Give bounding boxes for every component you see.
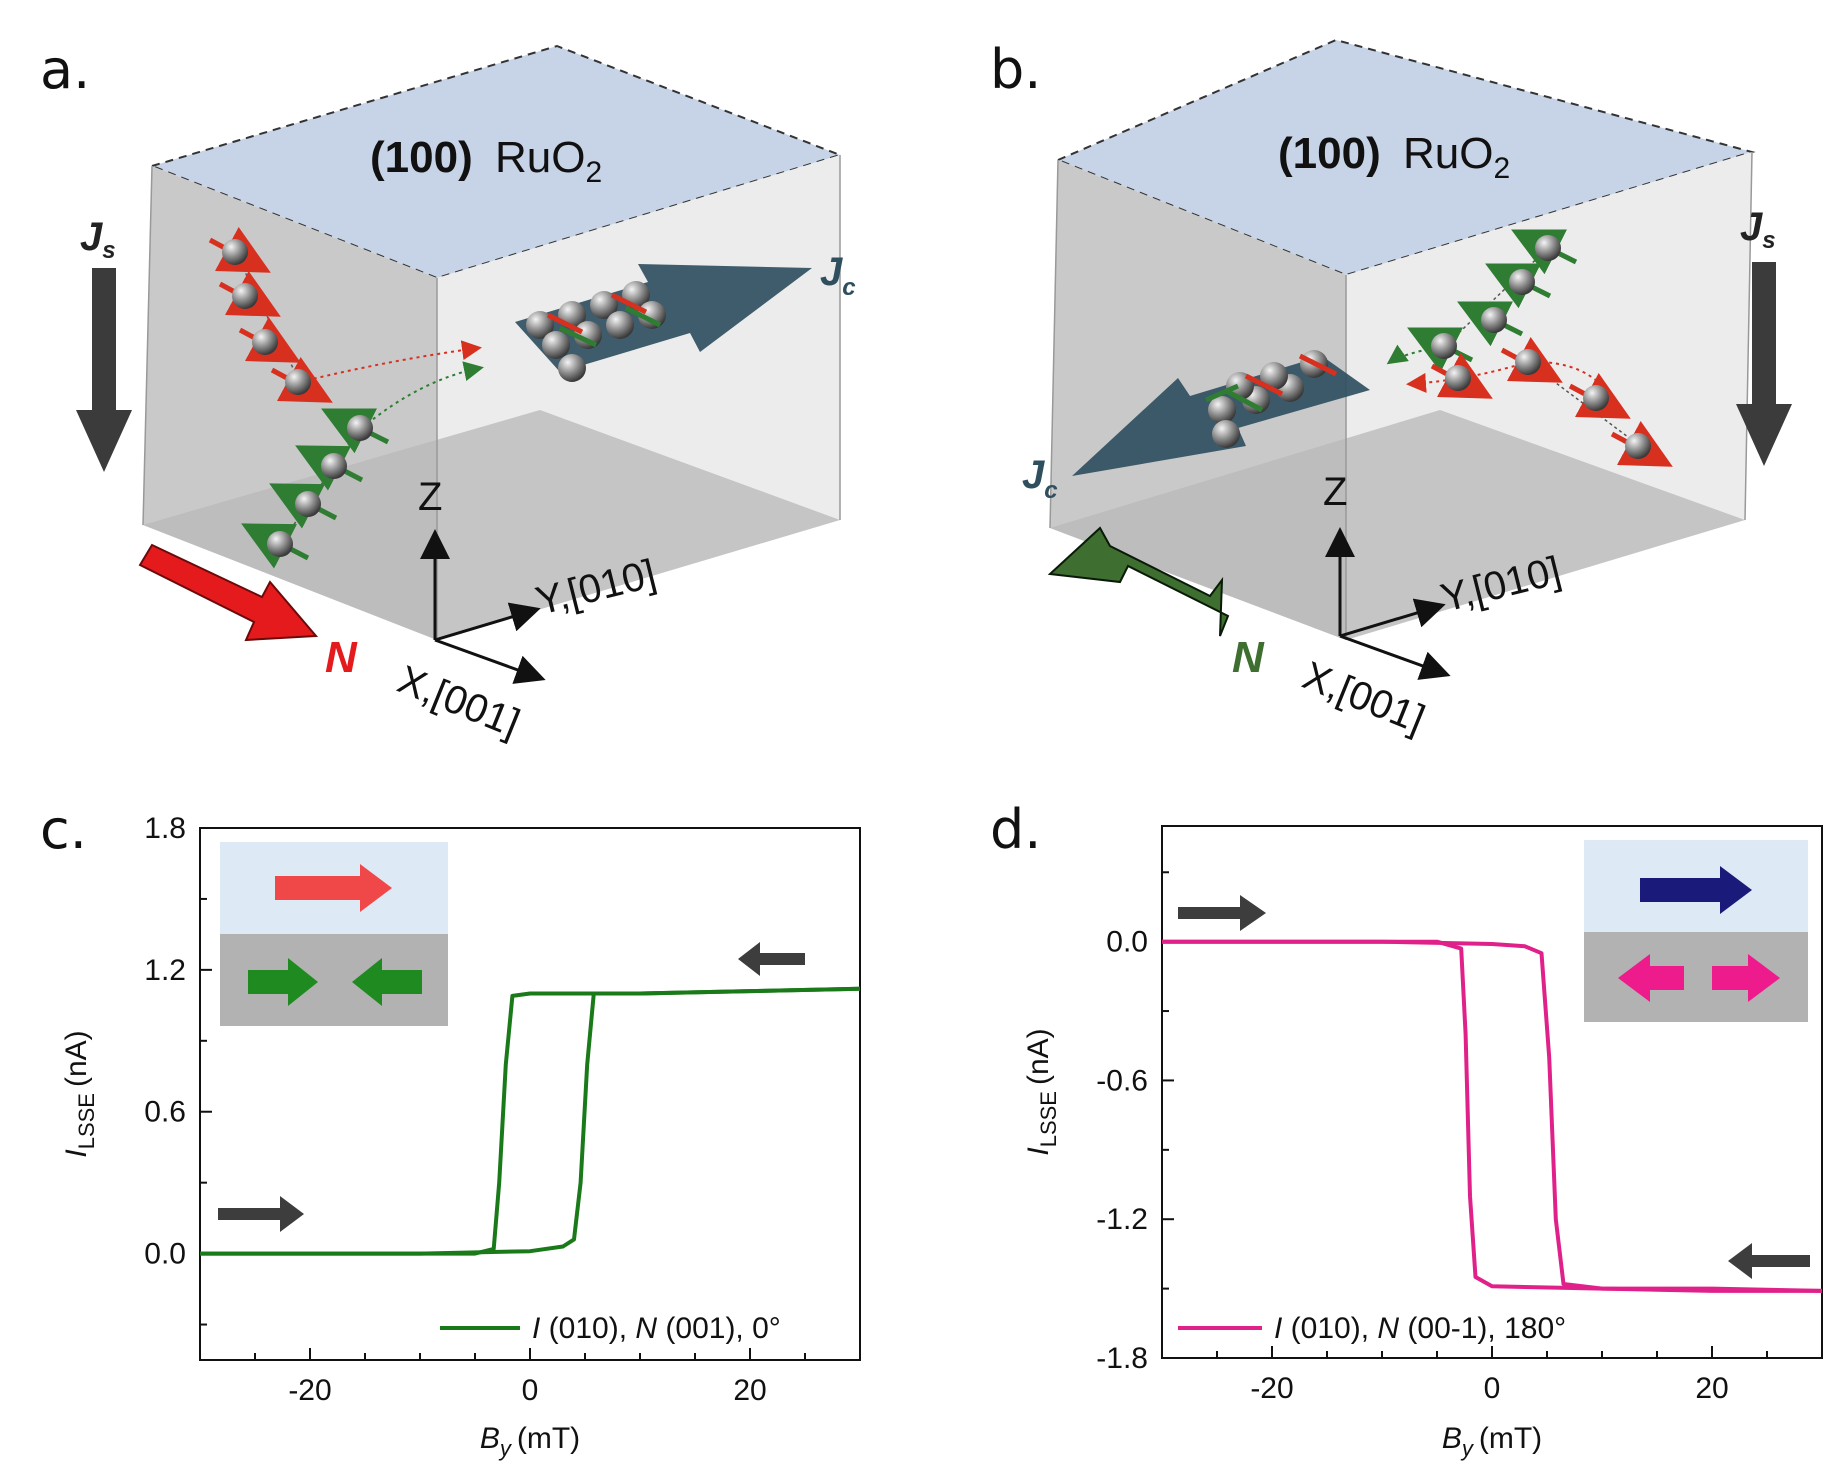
spin-ball [1511,229,1578,275]
inset-arrow-right [1712,954,1780,1002]
legend-text: I (010), N (00-1), 180° [1274,1312,1566,1345]
svg-text:(100) RuO2: (100) RuO2 [370,133,602,189]
sweep-arrow-right [1178,895,1266,931]
spin-ball [321,408,390,454]
panel-b-jc-label: Jc [1022,453,1058,504]
spin-ball [1500,337,1563,383]
spin-ball [1610,421,1673,467]
panel-a-red-spin-chain [208,227,482,403]
axis-x-label: X,[001] [392,658,526,746]
panel-c-axes: -20 0 20 0.0 0.6 1.2 1.8 [144,812,861,1407]
sweep-arrow-left [738,942,805,976]
spin-ball [218,271,281,317]
panel-a-green-spin-chain [241,361,484,569]
inset-arrow-left [1618,954,1684,1002]
panel-c-ylabel: ILSSE(nA) [60,1030,99,1157]
spin-ball [295,445,364,491]
spin-ball [1430,353,1493,399]
panel-c-letter: c. [40,798,87,861]
spin-ball [238,317,301,363]
panel-c-chart: c. -20 0 20 0.0 0.6 1.2 1.8 ILSSE(nA) By (mT) I… [40,798,861,1461]
spin-ball [241,523,310,569]
panel-a-film-label: (100) RuO2 [370,133,602,189]
svg-text:(100) RuO2: (100) RuO2 [1278,129,1510,185]
inset-arrow-right [275,864,392,912]
sweep-arrow-left [1728,1243,1810,1279]
panel-d-xlabel: By (mT) [1442,1422,1542,1461]
panel-b-n-arrow [1047,526,1230,637]
panel-b-js-arrow [1736,262,1792,466]
series-line [1162,939,1823,1293]
panel-d-data [1162,939,1823,1293]
y-tick-label: -1.8 [1096,1342,1148,1375]
inset-arrow-right [1640,866,1752,914]
spin-ball [1568,373,1631,419]
panel-d-legend: I (010), N (00-1), 180° [1178,1312,1566,1345]
panel-a-n-label: N [325,633,358,682]
y-tick-label: -0.6 [1096,1064,1148,1097]
panel-b-film-label: (100) RuO2 [1278,129,1510,185]
svg-text:X,[001]: X,[001] [1297,654,1431,742]
inset-arrow-right [248,958,318,1006]
svg-text:Z: Z [1323,470,1347,514]
sweep-arrow-right [218,1196,304,1232]
legend-text: I (010), N (001), 0° [532,1312,781,1345]
y-tick-label: 0.0 [1106,926,1148,959]
panel-d-letter: d. [990,798,1041,861]
x-tick-label: -20 [1250,1372,1293,1405]
film-label-sub: 2 [585,156,602,189]
y-tick-label: 0.0 [144,1238,186,1271]
panel-d-inset [1584,840,1808,1022]
panel-a-n-arrow [138,543,319,642]
panel-b-jc-spins [1204,350,1338,448]
y-tick-label: 0.6 [144,1096,186,1129]
panel-b-n-label: N [1232,633,1265,682]
film-label-bold: (100) [370,133,473,182]
panel-d-ylabel: ILSSE(nA) [1022,1028,1061,1155]
panel-a-bottom-face [143,410,840,640]
x-tick-label: 0 [1484,1372,1501,1405]
panel-b-js-label: Js [1740,205,1776,254]
panel-b-red-spin-chain [1406,337,1673,467]
series-line [200,986,861,1256]
panel-c-data [200,986,861,1256]
panel-d-axes: -20 0 20 0.0 -0.6 -1.2 -1.8 [1096,871,1823,1405]
axis-z-label: Z [418,475,442,519]
spin-ball [1457,301,1524,347]
panel-b-letter: b. [990,38,1041,101]
y-tick-label: 1.8 [144,812,186,845]
panel-b: b. (100) RuO2 Js Jc N Z Y,[010 [990,38,1792,742]
inset-arrow-left [352,958,422,1006]
panel-d-chart: d. -20 0 20 0.0 -0.6 -1.2 -1.8 ILSSE(nA) By (mT… [990,798,1823,1461]
x-tick-label: 0 [522,1374,539,1407]
spin-ball [270,357,333,403]
y-tick-label: -1.2 [1096,1203,1148,1236]
panel-a-letter: a. [40,38,90,101]
panel-c-xlabel: By (mT) [480,1422,580,1461]
film-label-text: RuO [495,133,585,182]
panel-c-inset [220,842,448,1026]
x-tick-label: 20 [1695,1372,1728,1405]
panel-a-jc-label: Jc [820,250,856,301]
y-tick-label: 1.2 [144,954,186,987]
x-tick-label: 20 [733,1374,766,1407]
spin-ball [1485,263,1552,309]
panel-a: a. (100) RuO2 Js Jc N [40,38,856,746]
spin-ball [269,483,338,529]
panel-a-js-arrow [76,268,132,472]
panel-a-js-label: Js [80,215,116,264]
x-tick-label: -20 [288,1374,331,1407]
spin-ball [208,227,271,273]
panel-a-jc-spins [526,281,666,382]
panel-c-legend: I (010), N (001), 0° [440,1312,781,1345]
panel-b-bottom-face [1050,410,1745,640]
